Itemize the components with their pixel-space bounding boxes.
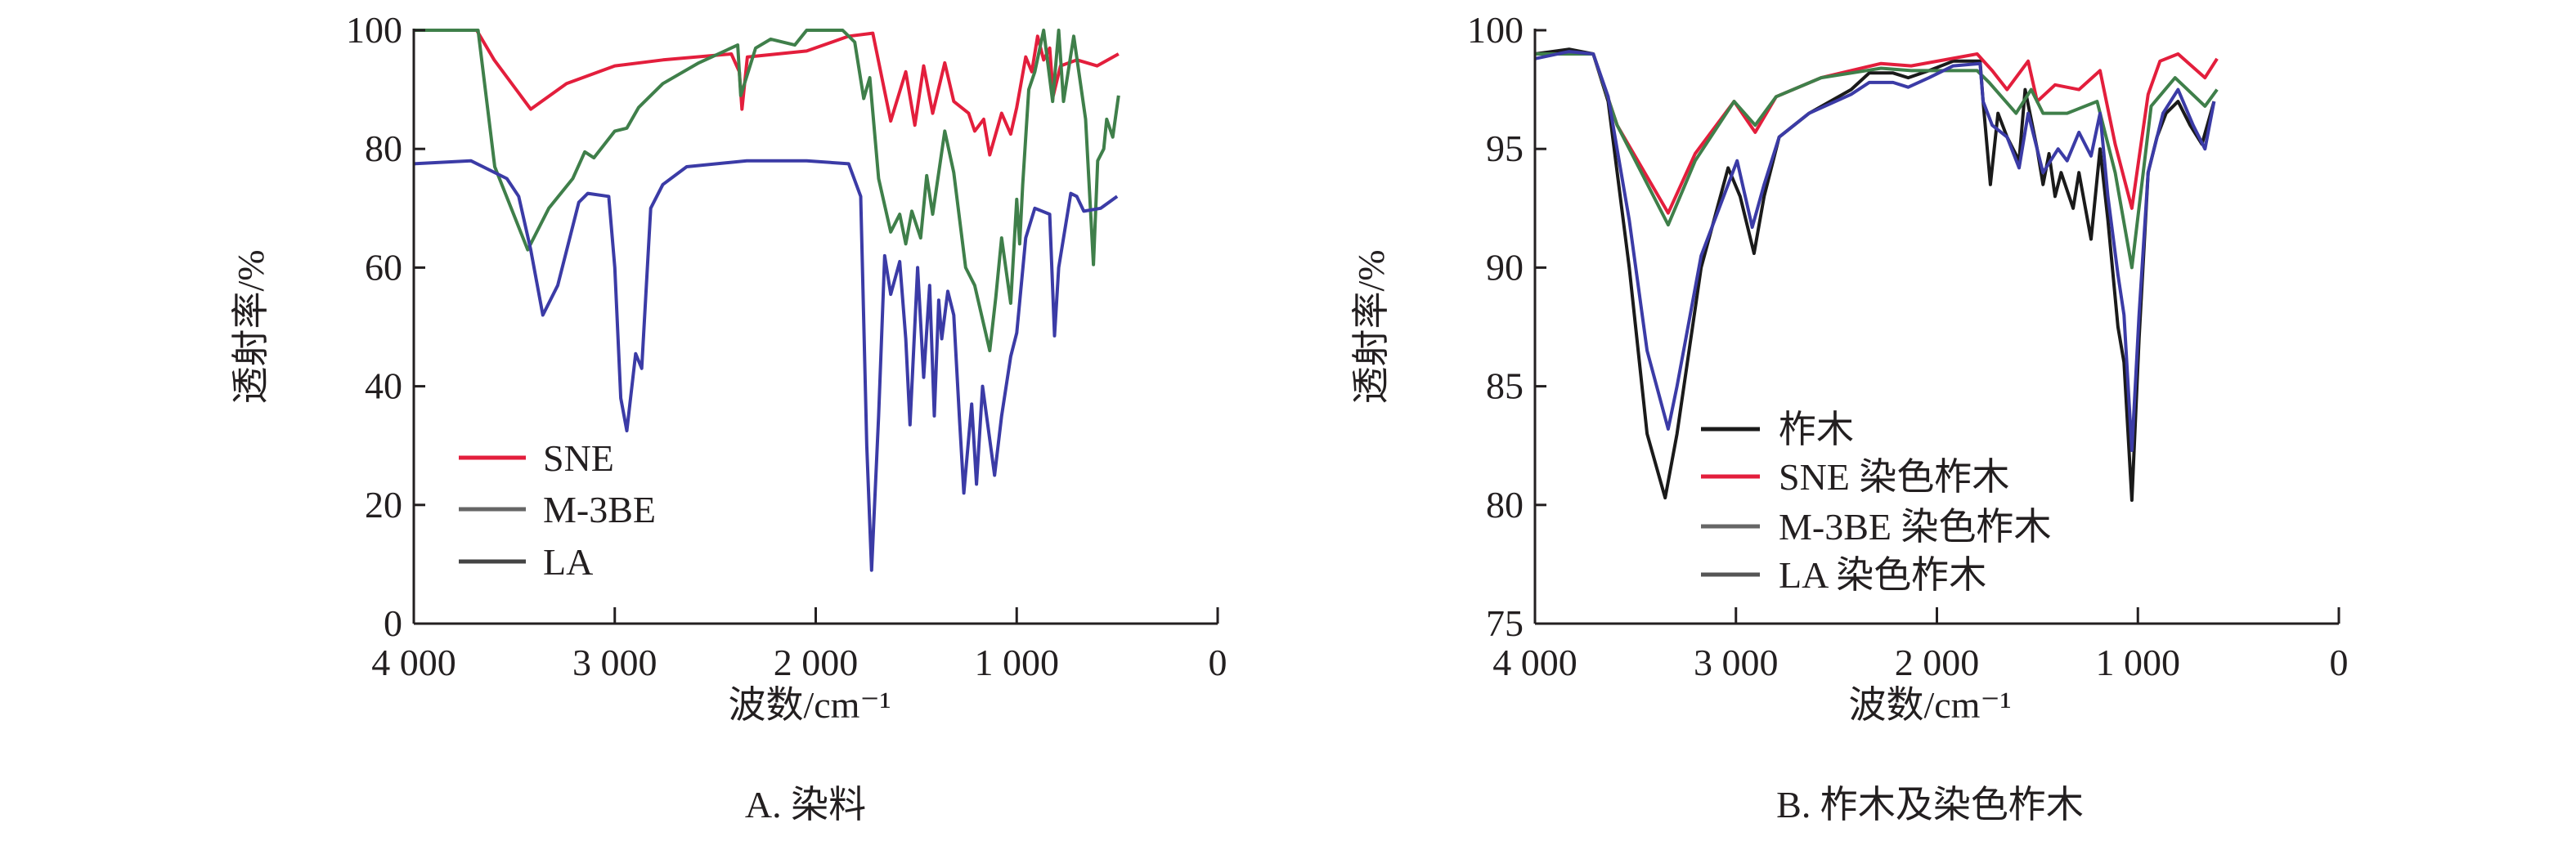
series-line-0 bbox=[414, 29, 1120, 157]
y-tick-label: 0 bbox=[384, 602, 402, 644]
y-tick-label: 95 bbox=[1486, 128, 1524, 169]
y-tick-label: 20 bbox=[365, 484, 402, 526]
x-axis-label: 波数/cm⁻¹ bbox=[1848, 684, 2011, 726]
y-tick-label: 100 bbox=[346, 9, 402, 51]
series-line-3 bbox=[1534, 50, 2216, 452]
y-tick-label: 40 bbox=[365, 365, 402, 407]
panel-caption: B. 柞木及染色柞木 bbox=[1776, 784, 2084, 825]
x-tick-label: 2 000 bbox=[1895, 642, 1980, 683]
legend: 柞木 SNE 染色柞木 M-3BE 染色柞木 LA 染色柞木 bbox=[1701, 409, 2052, 596]
y-tick-label: 80 bbox=[365, 128, 402, 169]
legend: SNE M-3BE LA bbox=[459, 437, 656, 583]
series-line-1 bbox=[414, 29, 1120, 352]
panel-caption: A. 染料 bbox=[745, 784, 866, 825]
x-tick-label: 3 000 bbox=[1694, 642, 1779, 683]
y-tick-label: 90 bbox=[1486, 246, 1524, 288]
legend-label: SNE bbox=[543, 437, 614, 479]
y-tick-label: 80 bbox=[1486, 484, 1524, 526]
series-line-2 bbox=[1535, 52, 2219, 270]
legend-label: LA bbox=[543, 541, 593, 583]
legend-label: LA 染色柞木 bbox=[1779, 554, 1986, 596]
y-tick-label: 75 bbox=[1486, 602, 1524, 644]
x-tick-label: 0 bbox=[2330, 642, 2349, 683]
legend-label: M-3BE bbox=[543, 489, 656, 530]
series-line-1 bbox=[1535, 52, 2219, 215]
x-tick-label: 1 000 bbox=[2096, 642, 2181, 683]
x-tick-label: 4 000 bbox=[371, 642, 456, 683]
series-line-0 bbox=[1534, 47, 2216, 502]
y-tick-label: 85 bbox=[1486, 365, 1524, 407]
y-tick-label: 100 bbox=[1467, 9, 1524, 51]
x-tick-label: 0 bbox=[1209, 642, 1227, 683]
x-axis-label: 波数/cm⁻¹ bbox=[728, 684, 891, 726]
legend-label: M-3BE 染色柞木 bbox=[1779, 506, 2052, 548]
x-tick-label: 2 000 bbox=[774, 642, 859, 683]
x-tick-label: 4 000 bbox=[1492, 642, 1577, 683]
y-axis-label: 透射率/% bbox=[230, 249, 272, 404]
y-tick-label: 60 bbox=[365, 246, 402, 288]
y-axis-label: 透射率/% bbox=[1350, 249, 1392, 404]
legend-label: SNE 染色柞木 bbox=[1779, 456, 2009, 498]
x-tick-label: 3 000 bbox=[572, 642, 657, 683]
legend-label: 柞木 bbox=[1779, 409, 1854, 450]
panel-b-wood: 透射率/% 波数/cm⁻¹ B. 柞木及染色柞木 75 80 85 90 95 100 4 … bbox=[1350, 9, 2349, 825]
x-tick-label: 1 000 bbox=[975, 642, 1060, 683]
series-line-2 bbox=[413, 159, 1119, 572]
panel-a-dyes: 透射率/% 波数/cm⁻¹ A. 染料 0 20 40 60 80 100 4 000 3 0… bbox=[230, 9, 1227, 825]
